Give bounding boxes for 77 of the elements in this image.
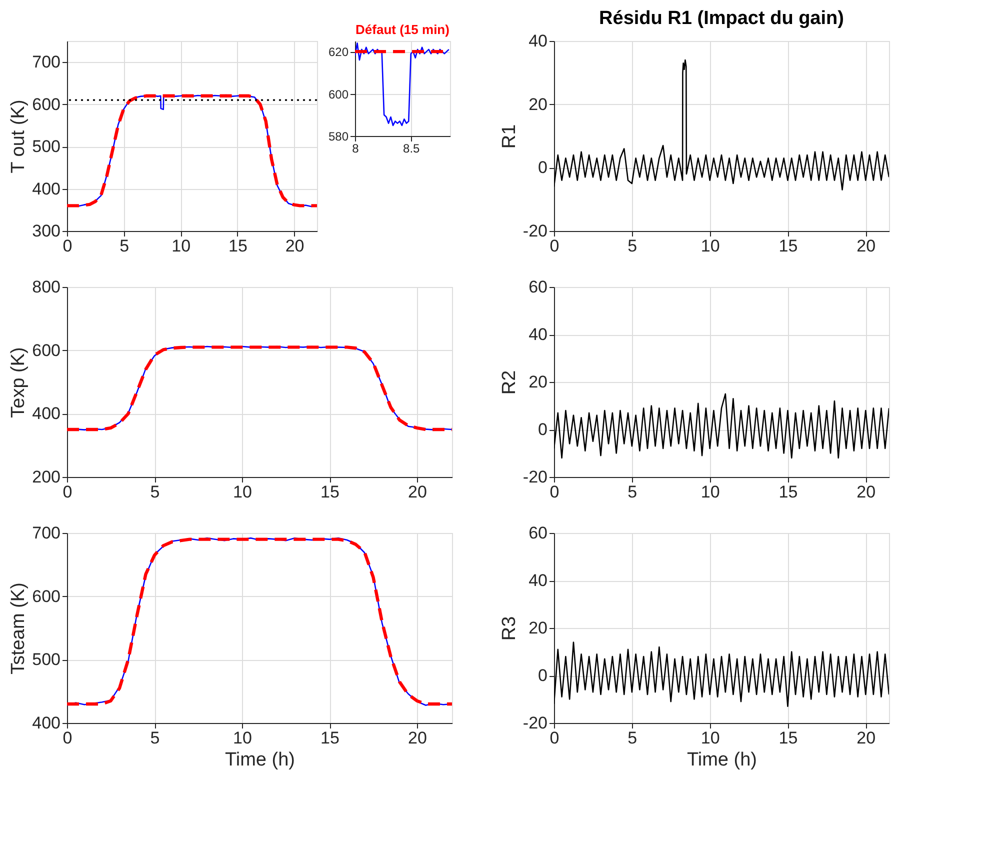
x-tick-label: 0 — [550, 728, 560, 748]
y-tick-label: 500 — [32, 137, 60, 156]
y-tick-label: 60 — [528, 278, 548, 296]
line-series — [554, 393, 889, 459]
y-tick-label: 580 — [328, 130, 349, 144]
x-tick-label: 10 — [700, 482, 720, 502]
y-tick-label: 620 — [328, 45, 349, 60]
x-tick-label: 20 — [856, 236, 876, 256]
y-tick-label: 700 — [32, 52, 60, 72]
y-tick-label: 600 — [328, 87, 349, 102]
x-tick-label: 15 — [778, 236, 798, 256]
y-tick-label: 60 — [528, 524, 548, 542]
x-tick-label: 0 — [550, 236, 560, 256]
y-tick-label: 40 — [528, 32, 548, 50]
x-tick-label: 15 — [320, 482, 340, 502]
y-tick-label: 0 — [538, 158, 548, 178]
y-tick-label: 500 — [32, 650, 60, 670]
y-axis-title: T out (K) — [8, 100, 30, 174]
x-tick-label: 10 — [700, 728, 720, 748]
y-axis-title: R1 — [498, 124, 520, 149]
y-tick-label: 400 — [32, 714, 60, 732]
x-tick-label: 5 — [150, 728, 160, 748]
y-tick-label: 400 — [32, 179, 60, 198]
x-axis-title: Time (h) — [686, 750, 758, 770]
y-tick-label: 20 — [528, 372, 548, 392]
x-tick-label: 8.5 — [403, 142, 420, 156]
x-tick-label: 15 — [778, 482, 798, 502]
x-tick-label: 10 — [233, 482, 252, 502]
x-tick-label: 20 — [856, 728, 876, 748]
line-series — [554, 642, 889, 708]
x-tick-label: 0 — [62, 236, 72, 256]
y-axis-title: Tsteam (K) — [8, 582, 30, 674]
y-tick-label: 40 — [528, 325, 548, 344]
x-tick-label: 15 — [228, 236, 248, 256]
y-tick-label: 20 — [528, 618, 548, 638]
x-tick-label: 5 — [120, 236, 130, 256]
x-tick-label: 5 — [150, 482, 160, 502]
y-axis-title: Texp (K) — [8, 347, 30, 418]
x-tick-label: 5 — [628, 482, 638, 502]
x-tick-label: 20 — [856, 482, 876, 502]
x-tick-label: 0 — [62, 482, 72, 502]
chart-title: Résidu R1 (Impact du gain) — [599, 8, 844, 29]
x-tick-label: 10 — [233, 728, 252, 748]
x-tick-label: 8 — [352, 142, 360, 156]
x-tick-label: 5 — [628, 728, 638, 748]
x-tick-label: 10 — [172, 236, 191, 256]
chart-title: Défaut (15 min) — [356, 22, 450, 37]
y-tick-label: 40 — [528, 571, 548, 590]
y-tick-label: 800 — [32, 278, 60, 296]
y-tick-label: 20 — [528, 94, 548, 114]
x-tick-label: 10 — [700, 236, 720, 256]
line-series — [67, 94, 317, 208]
y-tick-label: -20 — [522, 714, 548, 732]
x-tick-label: 20 — [408, 728, 427, 748]
y-axis-title: R3 — [498, 616, 520, 641]
y-tick-label: 400 — [32, 404, 60, 424]
line-series — [355, 42, 450, 126]
x-axis-title: Time (h) — [224, 750, 296, 770]
x-tick-label: 15 — [778, 728, 798, 748]
x-tick-label: 0 — [550, 482, 560, 502]
y-tick-label: 200 — [32, 468, 60, 486]
line-series — [554, 59, 889, 190]
y-tick-label: 300 — [32, 222, 60, 240]
x-tick-label: 20 — [408, 482, 427, 502]
y-tick-label: 0 — [538, 666, 548, 685]
y-tick-label: -20 — [522, 222, 548, 240]
y-tick-label: -20 — [522, 468, 548, 486]
y-tick-label: 600 — [32, 340, 60, 360]
x-tick-label: 0 — [62, 728, 72, 748]
x-tick-label: 5 — [628, 236, 638, 256]
y-tick-label: 600 — [32, 94, 60, 114]
y-tick-label: 700 — [32, 524, 60, 542]
y-tick-label: 600 — [32, 586, 60, 606]
x-tick-label: 15 — [320, 728, 340, 748]
y-tick-label: 0 — [538, 420, 548, 439]
y-axis-title: R2 — [498, 370, 520, 395]
x-tick-label: 20 — [285, 236, 304, 256]
